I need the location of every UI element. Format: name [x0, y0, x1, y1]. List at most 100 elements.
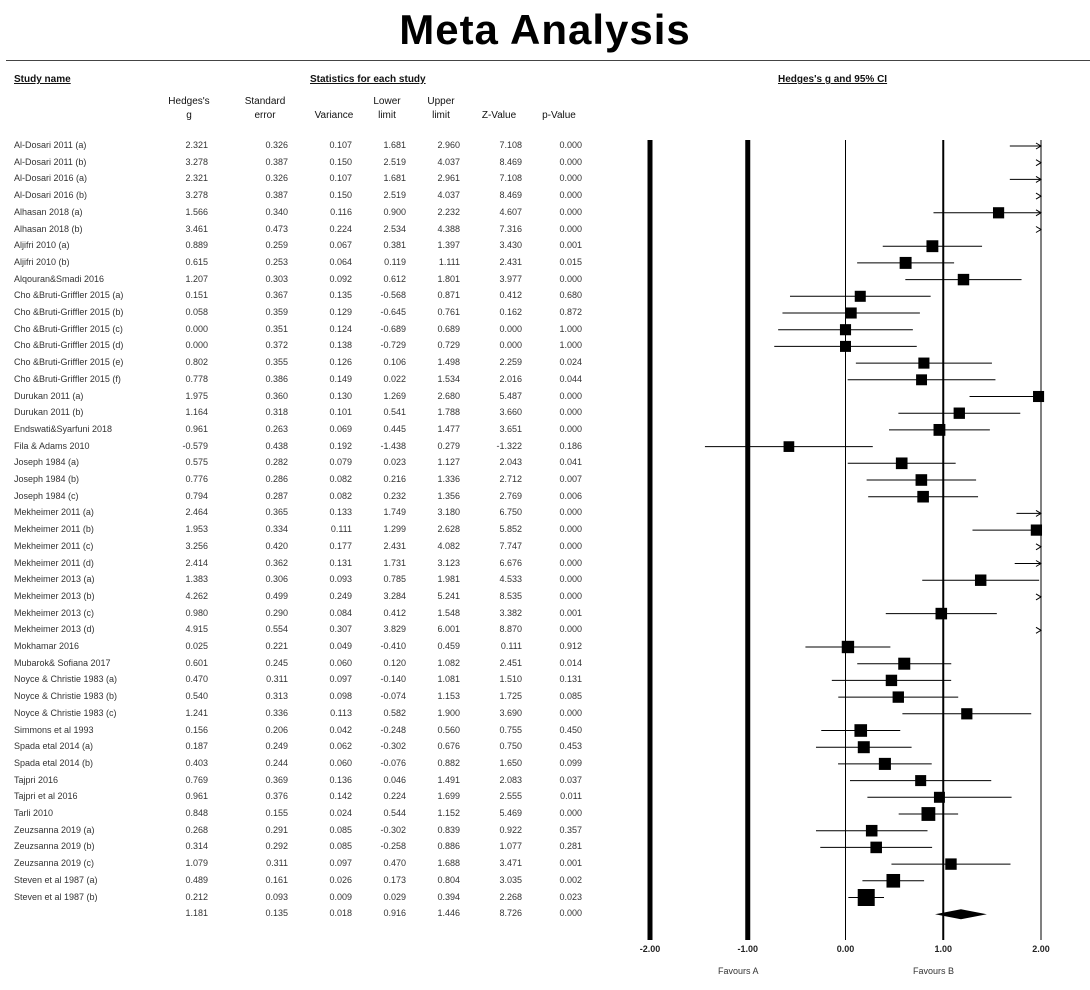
cell-se: 0.334: [265, 524, 288, 535]
cell-upper: 2.960: [437, 140, 460, 150]
cell-upper: 1.356: [437, 490, 460, 501]
cell-variance: 0.224: [329, 223, 352, 234]
cell-lower: 1.749: [383, 507, 406, 518]
effect-marker: [839, 324, 852, 336]
cell-variance: 0.130: [329, 390, 352, 401]
ci-arrow: [1035, 509, 1042, 517]
cell-z: 7.747: [499, 540, 522, 551]
cell-variance: 0.126: [329, 357, 352, 368]
study-name: Cho &Bruti-Griffler 2015 (b): [14, 307, 124, 317]
cell-upper: 1.111: [438, 256, 460, 267]
study-name: Mekheimer 2013 (b): [14, 590, 95, 601]
cell-p: 0.186: [559, 440, 582, 451]
cell-z: 0.000: [499, 323, 522, 334]
cell-upper: 1.498: [437, 357, 460, 368]
cell-z: -1.322: [496, 440, 522, 451]
cell-z: 1.650: [499, 757, 522, 768]
cell-variance: 0.098: [329, 691, 352, 702]
cell-p: 0.000: [559, 507, 582, 518]
cell-p: 0.011: [560, 791, 582, 802]
cell-z: 6.750: [499, 507, 522, 518]
cell-p: 0.000: [559, 223, 582, 234]
cell-p: 0.000: [559, 557, 582, 568]
cell-p: 0.000: [559, 390, 582, 401]
cell-se: 0.244: [265, 757, 288, 768]
cell-p: 0.041: [559, 457, 582, 468]
cell-z: 0.000: [499, 340, 522, 351]
cell-variance: 0.150: [329, 156, 352, 167]
cell-se: 0.420: [265, 540, 288, 551]
cell-se: 0.135: [265, 908, 288, 919]
cell-lower: 1.299: [383, 524, 406, 535]
cell-p: 0.357: [559, 824, 582, 835]
cell-g: 0.403: [185, 757, 208, 768]
cell-variance: 0.097: [329, 674, 352, 685]
cell-p: 0.000: [559, 273, 582, 284]
cell-p: 0.037: [559, 774, 582, 785]
cell-variance: 0.092: [329, 273, 352, 284]
cell-g: 1.164: [185, 407, 208, 418]
cell-z: 5.852: [499, 524, 522, 535]
study-name: Noyce & Christie 1983 (b): [14, 691, 118, 702]
effect-marker: [899, 256, 912, 269]
cell-variance: 0.079: [329, 457, 352, 468]
cell-p: 1.000: [559, 340, 582, 351]
cell-upper: 1.477: [437, 423, 460, 434]
study-name: Mokhamar 2016: [14, 641, 80, 651]
cell-z: 7.316: [499, 223, 522, 234]
cell-z: 2.431: [499, 256, 522, 267]
effect-marker: [916, 374, 928, 386]
cell-upper: 1.699: [437, 791, 460, 802]
cell-lower: 2.431: [383, 540, 406, 551]
cell-p: 0.912: [559, 641, 582, 651]
cell-z: 1.510: [499, 674, 522, 685]
effect-marker: [865, 824, 878, 837]
effect-marker: [857, 741, 870, 754]
cell-se: 0.287: [265, 490, 288, 501]
cell-upper: 0.882: [437, 757, 460, 768]
study-name: Mekheimer 2011 (b): [14, 524, 94, 535]
study-name: Al-Dosari 2016 (a): [14, 173, 88, 184]
cell-variance: 0.062: [329, 741, 352, 752]
cell-lower: -0.258: [380, 841, 406, 852]
cell-variance: 0.097: [329, 858, 352, 869]
cell-g: 0.980: [185, 607, 208, 618]
effect-marker: [974, 574, 987, 586]
cell-lower: -1.438: [380, 440, 406, 451]
cell-g: 0.540: [185, 691, 208, 702]
cell-variance: 0.084: [329, 607, 352, 618]
cell-se: 0.282: [265, 457, 288, 468]
cell-z: 3.430: [499, 240, 522, 251]
study-name: Cho &Bruti-Griffler 2015 (d): [14, 340, 124, 351]
cell-se: 0.221: [265, 641, 288, 651]
favours-a-label: Favours A: [718, 966, 759, 976]
study-name: Steven et al 1987 (a): [14, 874, 98, 885]
study-name: Joseph 1984 (b): [14, 474, 80, 484]
effect-marker: [918, 357, 930, 369]
cell-variance: 0.082: [329, 490, 352, 501]
cell-z: 2.043: [499, 457, 522, 468]
study-name: Cho &Bruti-Griffler 2015 (a): [14, 290, 124, 301]
cell-se: 0.362: [265, 557, 288, 568]
cell-z: 4.533: [499, 574, 522, 585]
cell-g: 1.079: [185, 858, 208, 869]
x-tick-label: 2.00: [1032, 944, 1050, 954]
cell-lower: -0.248: [380, 724, 406, 735]
cell-g: 0.961: [185, 423, 208, 434]
cell-upper: 1.801: [437, 273, 460, 284]
cell-variance: 0.133: [329, 507, 352, 518]
cell-se: 0.306: [265, 574, 288, 585]
cell-p: 0.281: [559, 841, 582, 852]
cell-variance: 0.135: [329, 290, 352, 301]
cell-p: 1.000: [559, 323, 582, 334]
ci-arrow: [1035, 593, 1042, 601]
cell-se: 0.303: [265, 273, 288, 284]
cell-lower: -0.568: [380, 290, 406, 301]
cell-upper: 1.491: [437, 774, 460, 785]
cell-variance: 0.009: [329, 891, 352, 902]
cell-upper: 1.081: [437, 674, 460, 685]
cell-z: 2.712: [499, 474, 522, 484]
cell-lower: 0.612: [383, 273, 406, 284]
cell-lower: 0.023: [383, 457, 406, 468]
cell-upper: 0.761: [437, 307, 460, 317]
